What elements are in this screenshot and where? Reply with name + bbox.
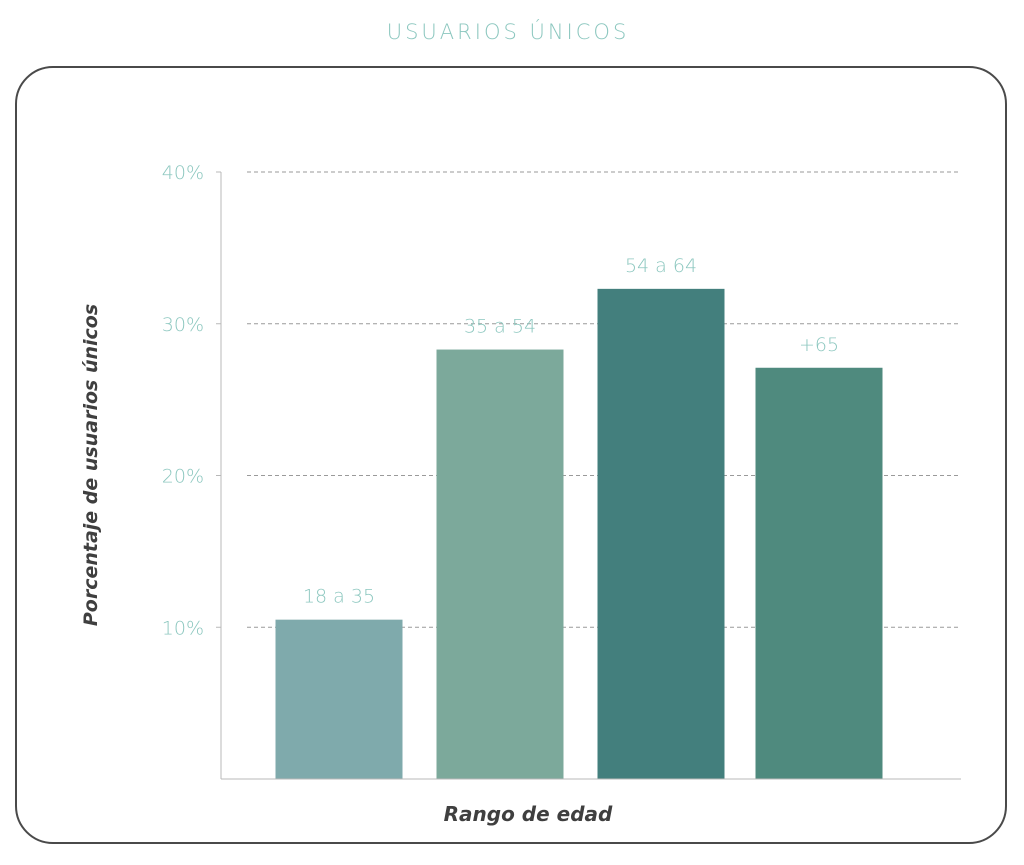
bar: [275, 619, 403, 779]
y-tick-label: 20%: [162, 466, 204, 488]
bar: [755, 367, 883, 779]
bar: [597, 288, 725, 779]
y-tick-label: 40%: [162, 162, 204, 184]
y-tick-label: 30%: [162, 314, 204, 336]
bar-label: 18 a 35: [303, 586, 375, 608]
bar-label: 35 a 54: [464, 316, 536, 338]
bar: [436, 349, 564, 779]
x-axis-label: Rango de edad: [443, 802, 613, 826]
y-tick-label: 10%: [162, 617, 204, 639]
chart-card: [15, 66, 1007, 844]
y-axis-label: Porcentaje de usuarios únicos: [80, 303, 102, 627]
bar-label: +65: [799, 334, 839, 356]
bar-label: 54 a 64: [625, 255, 697, 277]
chart-title: USUARIOS ÚNICOS: [386, 20, 630, 44]
